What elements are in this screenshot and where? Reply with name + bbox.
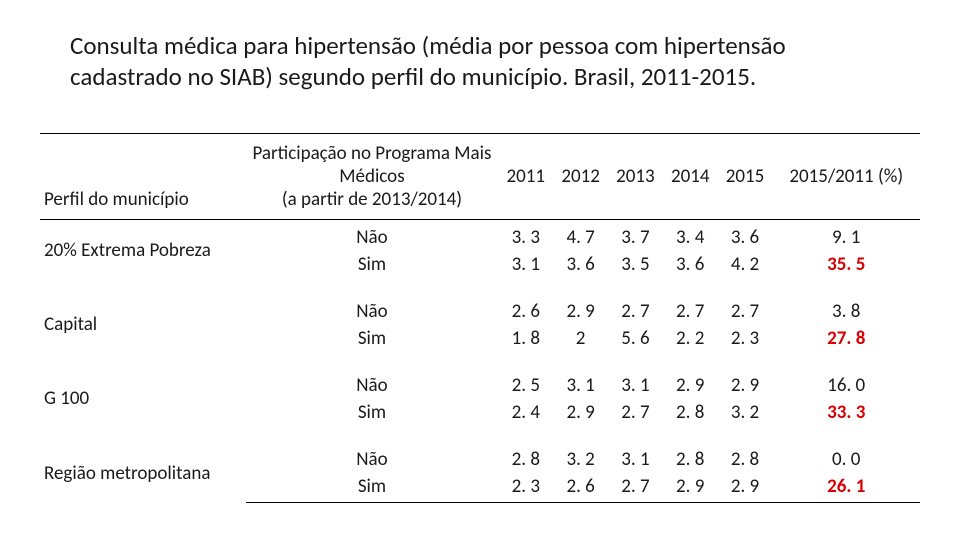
cell: 2. 8 — [663, 426, 718, 473]
cell: 3. 1 — [608, 426, 663, 473]
cell: 2. 3 — [498, 473, 553, 503]
group-name: G 100 — [40, 352, 246, 426]
table-row: G 100 Não 2. 5 3. 1 3. 1 2. 9 2. 9 16. 0 — [40, 352, 920, 399]
cell-sim: Sim — [246, 399, 499, 426]
col-2011: 2011 — [498, 133, 553, 219]
cell: 3. 8 — [772, 278, 920, 325]
header-row: Perfil do município Participação no Prog… — [40, 133, 920, 219]
table-row: 20% Extrema Pobreza Não 3. 3 4. 7 3. 7 3… — [40, 219, 920, 251]
cell: 3. 7 — [608, 219, 663, 251]
table-row: Capital Não 2. 6 2. 9 2. 7 2. 7 2. 7 3. … — [40, 278, 920, 325]
cell-sim: Sim — [246, 325, 499, 352]
cell: 2. 7 — [718, 278, 773, 325]
cell: 3. 6 — [553, 251, 608, 278]
cell: 2. 5 — [498, 352, 553, 399]
cell: 2. 8 — [498, 426, 553, 473]
cell: 3. 1 — [498, 251, 553, 278]
cell: 2. 7 — [663, 278, 718, 325]
cell-highlight: 33. 3 — [772, 399, 920, 426]
cell: 4. 2 — [718, 251, 773, 278]
cell: 2. 7 — [608, 399, 663, 426]
cell-nao: Não — [246, 219, 499, 251]
cell: 2. 6 — [553, 473, 608, 503]
cell: 3. 6 — [663, 251, 718, 278]
cell: 2. 2 — [663, 325, 718, 352]
cell-sim: Sim — [246, 251, 499, 278]
cell: 2 — [553, 325, 608, 352]
col-2012: 2012 — [553, 133, 608, 219]
cell: 3. 1 — [608, 352, 663, 399]
table-row: Região metropolitana Não 2. 8 3. 2 3. 1 … — [40, 426, 920, 473]
cell: 3. 3 — [498, 219, 553, 251]
cell-highlight: 26. 1 — [772, 473, 920, 503]
cell: 2. 9 — [718, 473, 773, 503]
cell: 2. 9 — [553, 399, 608, 426]
cell: 3. 1 — [553, 352, 608, 399]
cell: 3. 4 — [663, 219, 718, 251]
group-name: Capital — [40, 278, 246, 352]
cell-nao: Não — [246, 426, 499, 473]
cell: 2. 4 — [498, 399, 553, 426]
cell: 3. 2 — [553, 426, 608, 473]
cell-nao: Não — [246, 278, 499, 325]
col-2014: 2014 — [663, 133, 718, 219]
cell: 2. 7 — [608, 278, 663, 325]
cell: 2. 9 — [663, 473, 718, 503]
group-name: 20% Extrema Pobreza — [40, 219, 246, 278]
cell: 2. 3 — [718, 325, 773, 352]
cell: 2. 9 — [553, 278, 608, 325]
cell-nao: Não — [246, 352, 499, 399]
cell: 1. 8 — [498, 325, 553, 352]
cell: 4. 7 — [553, 219, 608, 251]
cell: 2. 9 — [663, 352, 718, 399]
cell-sim: Sim — [246, 473, 499, 503]
data-table: Perfil do município Participação no Prog… — [40, 133, 920, 503]
cell: 2. 8 — [663, 399, 718, 426]
cell: 3. 6 — [718, 219, 773, 251]
cell: 16. 0 — [772, 352, 920, 399]
cell: 2. 9 — [718, 352, 773, 399]
cell: 3. 2 — [718, 399, 773, 426]
group-name: Região metropolitana — [40, 426, 246, 503]
cell: 9. 1 — [772, 219, 920, 251]
cell: 3. 5 — [608, 251, 663, 278]
col-ratio: 2015/2011 (%) — [772, 133, 920, 219]
col-2013: 2013 — [608, 133, 663, 219]
cell: 5. 6 — [608, 325, 663, 352]
cell-highlight: 27. 8 — [772, 325, 920, 352]
col-profile: Perfil do município — [40, 133, 246, 219]
col-2015: 2015 — [718, 133, 773, 219]
cell: 2. 6 — [498, 278, 553, 325]
cell-highlight: 35. 5 — [772, 251, 920, 278]
cell: 2. 7 — [608, 473, 663, 503]
cell: 2. 8 — [718, 426, 773, 473]
page-title: Consulta médica para hipertensão (média … — [70, 30, 900, 93]
cell: 0. 0 — [772, 426, 920, 473]
col-participation: Participação no Programa Mais Médicos(a … — [246, 133, 499, 219]
